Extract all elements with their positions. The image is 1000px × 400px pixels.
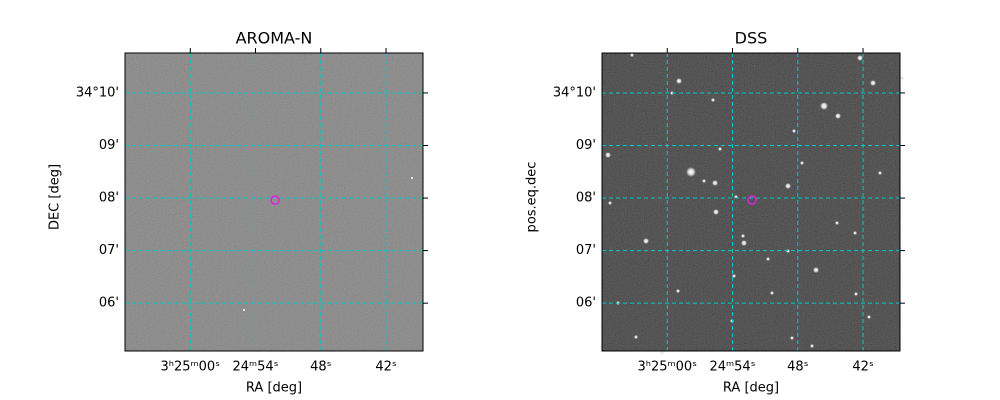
star [800,161,804,165]
star [712,180,718,186]
x-tick-label: 3ʰ25ᵐ00ˢ [160,360,220,375]
star [741,240,747,246]
star [792,129,796,133]
plot-frame [124,52,424,352]
star [835,221,839,225]
image-noise [602,53,900,351]
star [711,98,715,102]
star [660,351,664,355]
marker [747,195,757,205]
y-tick-label: 09' [99,138,119,153]
x-tick-label: 24ᵐ54ˢ [709,360,755,375]
star [770,291,774,295]
star [676,289,680,293]
star [853,231,857,235]
y-tick-label: 06' [99,296,119,311]
y-tick-label: 09' [576,138,596,153]
image-noise [125,53,423,351]
x-tick-label: 48ˢ [310,360,332,375]
star [867,315,871,319]
star [676,78,682,84]
star [835,113,841,119]
star [900,76,904,80]
star [411,177,413,179]
x-tick-label: 42ˢ [852,360,874,375]
star [686,167,696,177]
panel-title: DSS [735,29,768,48]
y-tick-label: 06' [576,296,596,311]
star [741,234,745,238]
star [813,267,819,273]
x-tick-label: 3ʰ25ᵐ00ˢ [637,360,697,375]
marker [270,195,280,205]
y-tick-label: 08' [99,191,119,206]
y-tick-label: 34°10' [553,85,596,100]
x-tick-label: 24ᵐ54ˢ [232,360,278,375]
star [605,152,611,158]
star [243,309,245,311]
star [643,238,649,244]
star [790,336,794,340]
star [878,171,882,175]
x-axis-label: RA [deg] [723,381,779,396]
star [634,335,638,339]
y-tick-label: 07' [99,243,119,258]
x-tick-label: 48ˢ [787,360,809,375]
y-axis-label: DEC [deg] [48,164,63,230]
star [810,344,814,348]
star [766,257,770,261]
y-tick-label: 08' [576,191,596,206]
star [785,183,791,189]
star [857,55,863,61]
x-tick-label: 42ˢ [375,360,397,375]
y-tick-label: 07' [576,243,596,258]
star [730,319,734,323]
star [630,53,634,57]
star [608,201,612,205]
x-axis-label: RA [deg] [246,381,302,396]
star [820,102,828,110]
star [713,209,719,215]
y-tick-label: 34°10' [76,85,119,100]
star [870,80,876,86]
star [854,292,858,296]
y-axis-label: pos.eq.dec [525,162,540,233]
plot-frame [601,52,901,352]
panel-title: AROMA-N [236,29,313,48]
star [702,179,706,183]
star [718,147,722,151]
